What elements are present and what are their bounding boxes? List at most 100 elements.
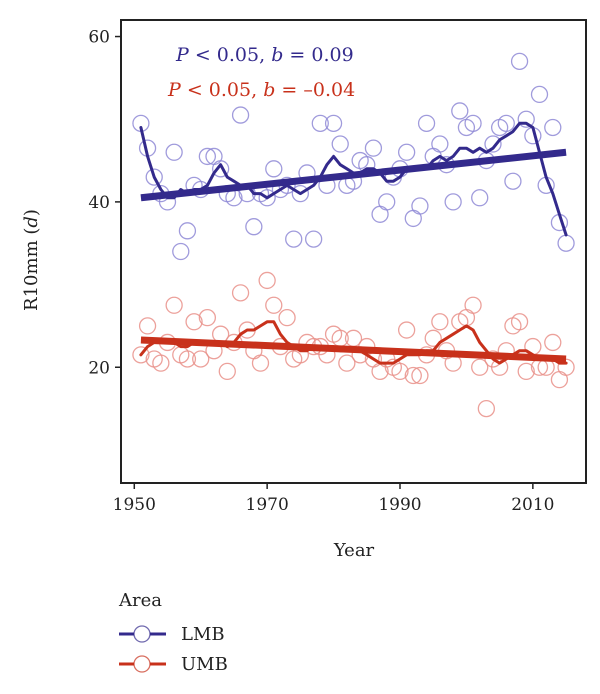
lmb-point <box>431 135 449 153</box>
lmb-point <box>378 193 396 211</box>
x-tick-label: 1990 <box>378 495 421 515</box>
lmb-point <box>211 160 230 178</box>
lmb-point <box>504 172 522 190</box>
umb-point <box>278 308 296 327</box>
umb-point <box>152 354 170 372</box>
y-axis-title: R10mm (d) <box>21 209 42 311</box>
lmb-point <box>544 118 562 137</box>
annotation-umb: P < 0.05, b = –0.04 <box>167 79 355 101</box>
annotation-rest: < 0.05, <box>181 79 263 101</box>
umb-point <box>265 296 283 314</box>
plot-frame <box>120 19 587 484</box>
umb-point <box>397 321 416 339</box>
umb-point <box>231 284 250 302</box>
lmb-point <box>258 189 276 207</box>
umb-point <box>198 308 217 327</box>
legend-title: Area <box>118 590 162 611</box>
lmb-point <box>178 222 197 240</box>
annotation-value: = –0.04 <box>275 79 355 101</box>
umb-point <box>391 362 409 381</box>
umb-point <box>178 350 197 368</box>
umb-point <box>471 358 489 376</box>
umb-point <box>464 296 482 314</box>
umb-point <box>132 346 150 364</box>
lmb-point <box>205 147 223 166</box>
lmb-point <box>145 168 163 186</box>
x-tick-label: 2010 <box>511 495 554 515</box>
umb-point <box>530 358 549 376</box>
legend-marker-umb <box>133 655 151 673</box>
lmb-point <box>417 114 436 132</box>
lmb-trend-line <box>140 148 567 202</box>
lmb-point <box>397 143 416 161</box>
annotation-b: b <box>271 44 283 66</box>
lmb-point <box>517 110 535 128</box>
y-axis-title-close: ) <box>21 209 42 216</box>
x-tick-label: 1950 <box>113 495 156 515</box>
x-axis-title: Year <box>333 540 375 561</box>
lmb-point <box>198 147 217 166</box>
lmb-point <box>404 209 422 228</box>
lmb-point <box>451 102 469 120</box>
umb-point <box>557 358 575 376</box>
points-layer <box>132 52 575 418</box>
lmb-point <box>324 114 343 132</box>
lmb-point <box>371 205 389 223</box>
y-tick-label: 40 <box>88 193 110 213</box>
umb-point <box>550 371 569 389</box>
umb-point <box>411 366 429 385</box>
umb-point <box>258 271 276 290</box>
umb-point <box>404 366 422 385</box>
legend-label-lmb: LMB <box>181 624 225 645</box>
annotation-b: b <box>263 79 275 101</box>
x-tick-label: 1970 <box>246 495 289 515</box>
umb-point <box>192 350 210 368</box>
lmb-point <box>557 234 575 252</box>
lmb-smooth-line <box>139 121 568 237</box>
lmb-point <box>331 135 349 153</box>
lmb-point <box>471 189 489 207</box>
lmb-point <box>285 230 303 248</box>
y-axis-title-main: R10mm ( <box>21 228 42 311</box>
lmb-point <box>364 139 383 157</box>
lmb-point <box>464 114 482 132</box>
y-tick-label: 60 <box>88 28 110 48</box>
lmb-point <box>484 135 502 153</box>
lmb-point <box>444 193 462 211</box>
lmb-point <box>530 85 549 104</box>
lmb-point <box>304 230 323 248</box>
umb-point <box>424 329 442 347</box>
annotation-p: P <box>167 79 182 101</box>
lines-layer <box>139 121 568 365</box>
lmb-point <box>231 106 250 124</box>
umb-point <box>218 362 236 381</box>
annotation-value: = 0.09 <box>283 44 353 66</box>
axis-ticks: 1950 1970 1990 2010 20 40 60 <box>88 28 554 515</box>
umb-point <box>431 313 449 331</box>
umb-point <box>517 362 535 381</box>
umb-point <box>165 296 183 314</box>
lmb-point <box>165 143 183 161</box>
lmb-point <box>411 197 429 215</box>
umb-point <box>338 354 356 372</box>
legend: LMB UMB <box>119 624 228 675</box>
legend-marker-lmb <box>133 625 151 643</box>
lmb-point <box>245 218 263 236</box>
annotation-rest: < 0.05, <box>189 44 271 66</box>
lmb-point <box>497 114 515 132</box>
umb-point <box>138 317 157 335</box>
lmb-point <box>172 242 190 261</box>
lmb-point <box>291 184 310 203</box>
lmb-point <box>311 114 329 132</box>
lmb-point <box>265 160 283 178</box>
umb-point <box>477 399 496 418</box>
y-axis-title-unit: d <box>21 216 42 228</box>
umb-point <box>510 313 529 331</box>
umb-point <box>251 354 270 372</box>
umb-point <box>544 333 562 352</box>
legend-label-umb: UMB <box>181 654 228 675</box>
umb-point <box>185 313 203 331</box>
y-tick-label: 20 <box>88 358 110 378</box>
lmb-point <box>510 52 529 70</box>
